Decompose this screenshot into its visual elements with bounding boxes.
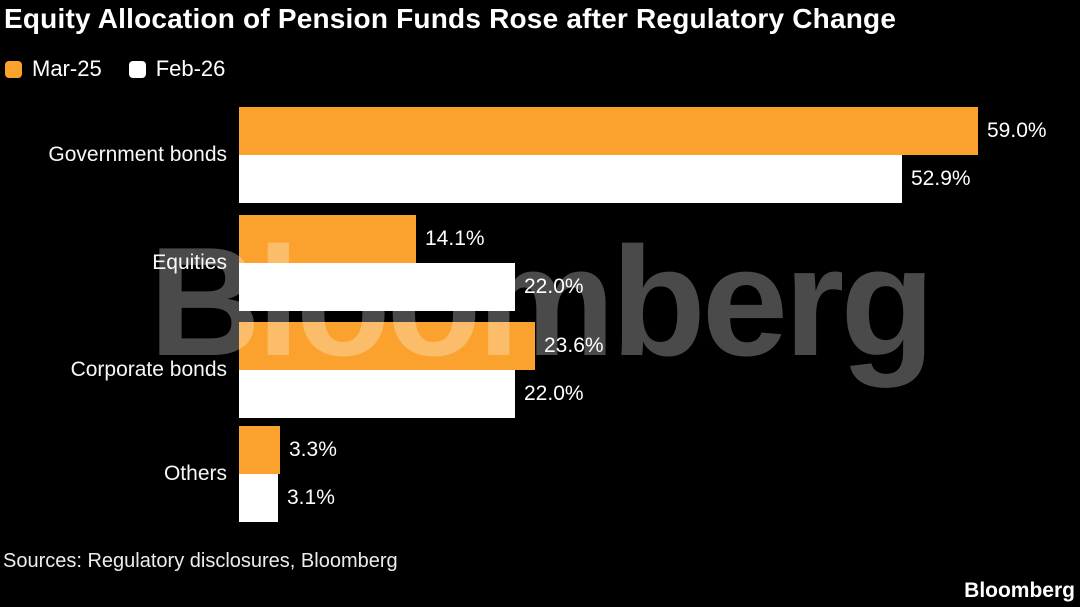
legend: Mar-25 Feb-26: [5, 56, 225, 82]
category-label-government-bonds: Government bonds: [48, 143, 227, 166]
legend-item-feb-26: Feb-26: [128, 56, 226, 82]
value-label-mar-25-government-bonds: 59.0%: [987, 119, 1047, 142]
bar-feb-26-others: [239, 474, 278, 522]
legend-swatch-mar-25: [5, 60, 22, 78]
legend-label-feb-26: Feb-26: [155, 56, 226, 81]
category-label-others: Others: [163, 462, 227, 485]
value-label-mar-25-corporate-bonds: 23.6%: [544, 334, 604, 357]
bar-feb-26-corporate-bonds: [239, 370, 515, 418]
source-note: Sources: Regulatory disclosures, Bloombe…: [3, 550, 398, 572]
value-label-mar-25-equities: 14.1%: [425, 227, 485, 250]
bar-mar-25-government-bonds: [239, 107, 978, 155]
bar-feb-26-government-bonds: [239, 155, 902, 203]
value-label-feb-26-corporate-bonds: 22.0%: [524, 382, 584, 405]
value-label-mar-25-others: 3.3%: [289, 438, 337, 461]
bar-mar-25-corporate-bonds: [239, 322, 535, 370]
category-label-corporate-bonds: Corporate bonds: [70, 358, 227, 381]
category-label-equities: Equities: [152, 251, 227, 274]
bar-feb-26-equities: [239, 263, 515, 311]
legend-item-mar-25: Mar-25: [5, 56, 102, 82]
value-label-feb-26-government-bonds: 52.9%: [911, 167, 971, 190]
chart-title: Equity Allocation of Pension Funds Rose …: [4, 3, 897, 34]
bar-mar-25-others: [239, 426, 280, 474]
value-label-feb-26-others: 3.1%: [287, 486, 335, 509]
bar-mar-25-equities: [239, 215, 416, 263]
legend-label-mar-25: Mar-25: [32, 56, 102, 81]
bloomberg-logo: Bloomberg: [964, 579, 1075, 602]
legend-swatch-feb-26: [128, 60, 146, 78]
value-label-feb-26-equities: 22.0%: [524, 275, 584, 298]
